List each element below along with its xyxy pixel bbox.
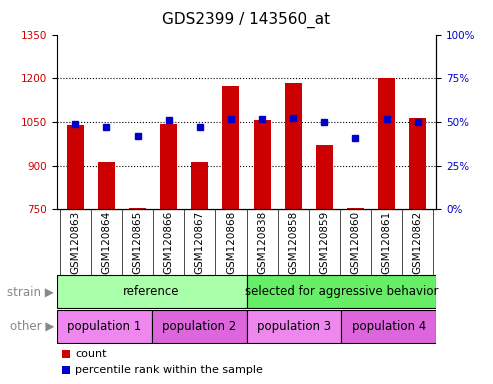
Bar bbox=[316, 145, 333, 209]
Bar bbox=[152, 310, 246, 343]
Text: GSM120838: GSM120838 bbox=[257, 211, 267, 275]
Text: count: count bbox=[75, 349, 107, 359]
Bar bbox=[246, 275, 436, 308]
Bar bbox=[347, 207, 364, 209]
Text: strain ▶: strain ▶ bbox=[7, 285, 54, 298]
Text: GSM120859: GSM120859 bbox=[319, 211, 329, 275]
Bar bbox=[253, 121, 271, 209]
Text: other ▶: other ▶ bbox=[10, 320, 54, 333]
Text: population 2: population 2 bbox=[162, 320, 236, 333]
Text: GSM120858: GSM120858 bbox=[288, 211, 298, 275]
Text: reference: reference bbox=[123, 285, 180, 298]
Bar bbox=[222, 86, 240, 209]
Bar bbox=[191, 162, 209, 209]
Bar bbox=[67, 125, 84, 209]
Text: population 3: population 3 bbox=[257, 320, 331, 333]
Text: GDS2399 / 143560_at: GDS2399 / 143560_at bbox=[162, 12, 331, 28]
Text: GSM120862: GSM120862 bbox=[413, 211, 423, 275]
Bar bbox=[378, 78, 395, 209]
Text: population 1: population 1 bbox=[67, 320, 141, 333]
Text: GSM120867: GSM120867 bbox=[195, 211, 205, 275]
Bar bbox=[57, 275, 246, 308]
Text: GSM120863: GSM120863 bbox=[70, 211, 80, 275]
Bar bbox=[246, 310, 341, 343]
Text: GSM120864: GSM120864 bbox=[102, 211, 111, 275]
Text: GSM120861: GSM120861 bbox=[382, 211, 391, 275]
Bar bbox=[129, 207, 146, 209]
Text: selected for aggressive behavior: selected for aggressive behavior bbox=[245, 285, 438, 298]
Text: GSM120860: GSM120860 bbox=[351, 211, 360, 274]
Text: GSM120865: GSM120865 bbox=[133, 211, 142, 275]
Bar bbox=[57, 310, 152, 343]
Text: percentile rank within the sample: percentile rank within the sample bbox=[75, 365, 263, 375]
Bar bbox=[284, 83, 302, 209]
Bar bbox=[409, 118, 426, 209]
Text: population 4: population 4 bbox=[352, 320, 426, 333]
Bar bbox=[98, 162, 115, 209]
Text: GSM120868: GSM120868 bbox=[226, 211, 236, 275]
Bar bbox=[341, 310, 436, 343]
Bar bbox=[160, 124, 177, 209]
Text: GSM120866: GSM120866 bbox=[164, 211, 174, 275]
